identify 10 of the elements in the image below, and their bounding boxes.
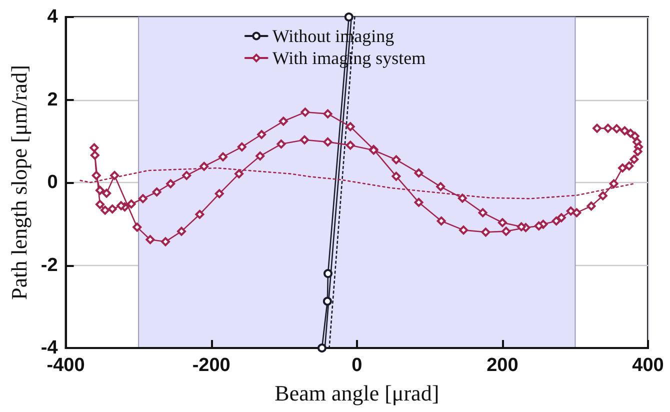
y-tick-label: 2 <box>47 89 58 110</box>
y-tick-label: -2 <box>40 254 58 276</box>
x-tick-label: 400 <box>632 355 664 376</box>
y-tick-label: 0 <box>47 172 58 193</box>
y-axis-title: Path length slope [μm/rad] <box>6 65 32 300</box>
x-axis-title: Beam angle [μrad] <box>274 380 440 406</box>
x-tick-label: 0 <box>352 355 362 376</box>
y-tick-label: 4 <box>47 6 58 28</box>
x-tick-label: 200 <box>486 355 518 376</box>
x-tick-label: -200 <box>192 355 230 376</box>
